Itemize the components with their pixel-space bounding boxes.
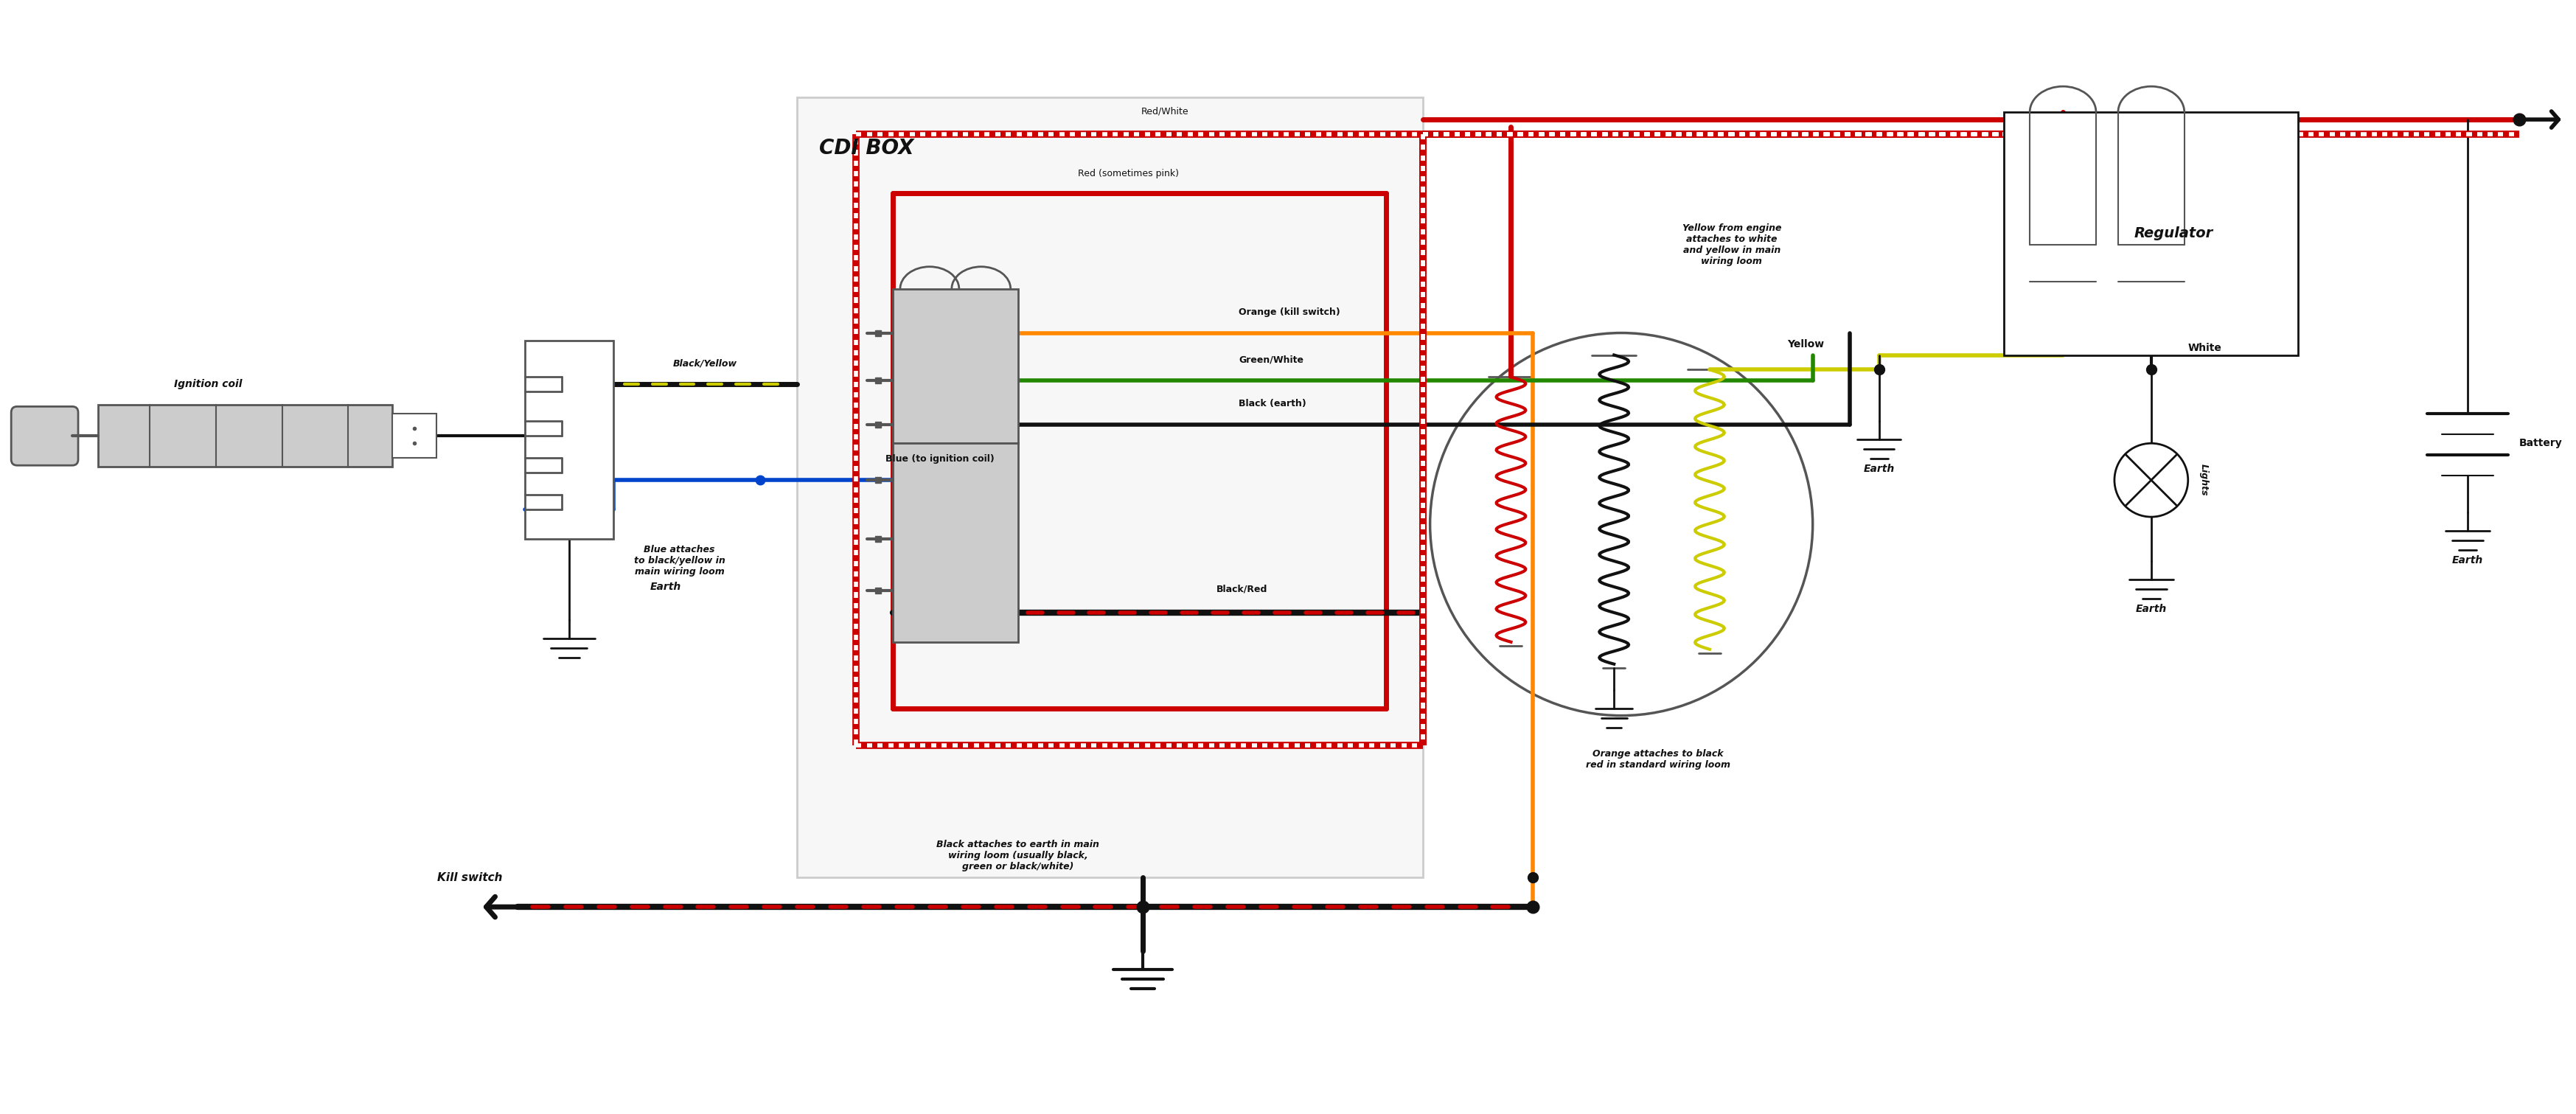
- Text: Regulator: Regulator: [2133, 226, 2213, 241]
- Text: Earth: Earth: [2136, 604, 2166, 614]
- Text: Lights: Lights: [2200, 465, 2208, 496]
- Text: Yellow from engine
attaches to white
and yellow in main
wiring loom: Yellow from engine attaches to white and…: [1682, 223, 1783, 266]
- Text: Black/Yellow: Black/Yellow: [672, 359, 737, 369]
- Text: Black attaches to earth in main
wiring loom (usually black,
green or black/white: Black attaches to earth in main wiring l…: [938, 840, 1100, 871]
- Text: Earth: Earth: [649, 582, 680, 592]
- Text: Battery: Battery: [2519, 438, 2563, 449]
- Text: Orange attaches to black
red in standard wiring loom: Orange attaches to black red in standard…: [1587, 750, 1731, 770]
- Text: CDI BOX: CDI BOX: [819, 138, 914, 158]
- Circle shape: [2115, 443, 2187, 517]
- Bar: [98, 405, 392, 467]
- Text: Orange (kill switch): Orange (kill switch): [1239, 307, 1340, 316]
- Text: Earth: Earth: [2452, 555, 2483, 566]
- Text: Black/Red: Black/Red: [1216, 585, 1267, 594]
- Bar: [392, 414, 435, 458]
- Text: White: White: [2187, 342, 2223, 353]
- Text: Yellow: Yellow: [1788, 339, 1824, 349]
- Bar: [526, 340, 613, 539]
- Text: Green/White: Green/White: [1239, 355, 1303, 364]
- Text: Ignition coil: Ignition coil: [175, 379, 242, 390]
- Text: Black (earth): Black (earth): [1239, 399, 1306, 409]
- Text: Earth: Earth: [1862, 463, 1893, 475]
- Bar: [894, 289, 1018, 443]
- Bar: [2004, 113, 2298, 355]
- Text: Red/White: Red/White: [1141, 106, 1190, 116]
- Bar: [894, 443, 1018, 642]
- Circle shape: [1430, 333, 1814, 715]
- Text: Kill switch: Kill switch: [438, 872, 502, 883]
- FancyBboxPatch shape: [10, 407, 77, 466]
- Bar: [796, 97, 1422, 878]
- Text: Red (sometimes pink): Red (sometimes pink): [1077, 169, 1180, 178]
- Text: Blue (to ignition coil): Blue (to ignition coil): [886, 455, 994, 463]
- Text: Blue attaches
to black/yellow in
main wiring loom: Blue attaches to black/yellow in main wi…: [634, 545, 724, 577]
